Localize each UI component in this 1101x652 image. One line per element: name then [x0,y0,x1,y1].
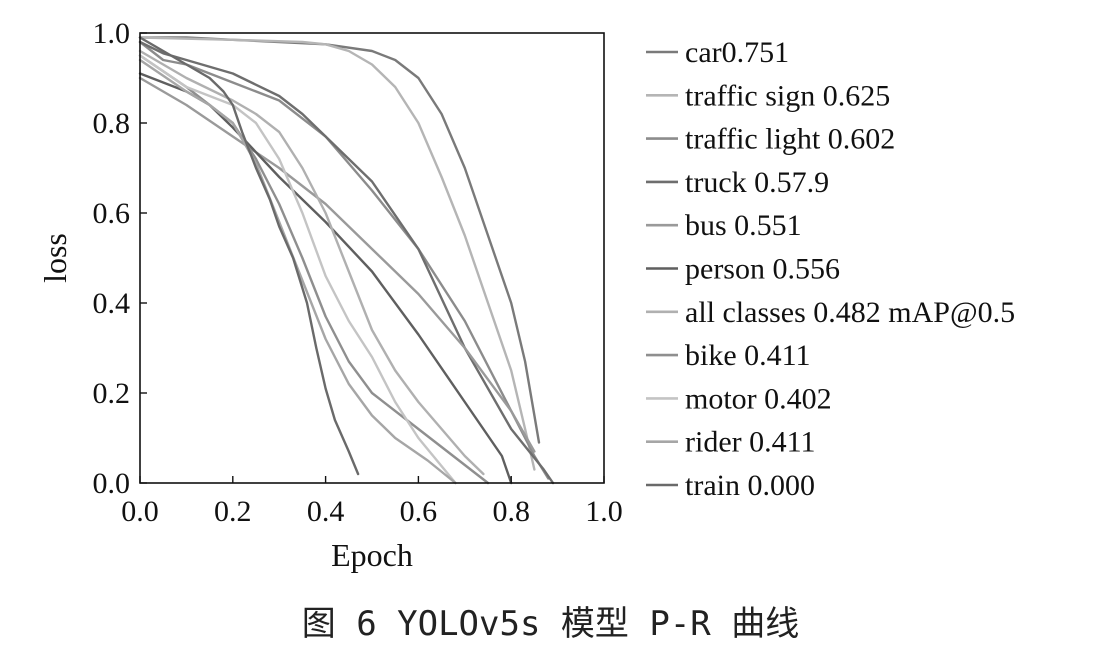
y-tick-label: 0.6 [93,197,131,230]
pr-chart: 0.0 0.2 0.4 0.6 0.8 1.0 0.0 0.2 0.4 0.6 0.8 1.0 car… [37,17,1015,573]
y-axis-title: loss [37,233,73,283]
legend-label: train 0.000 [685,469,815,502]
plot-area [138,36,555,485]
series-line-7 [138,49,485,476]
y-tick-label: 0.0 [93,467,131,500]
legend-label: bus 0.551 [685,209,802,242]
series-line-4 [138,40,555,485]
x-tick-label: 1.0 [585,495,623,528]
axes: 0.0 0.2 0.4 0.6 0.8 1.0 0.0 0.2 0.4 0.6 0.8 1.0 [93,17,623,528]
legend-label: traffic light 0.602 [685,123,895,156]
legend-label: traffic sign 0.625 [685,79,890,112]
series-line-11 [138,36,360,476]
legend-label: all classes 0.482 mAP@0.5 [685,296,1015,329]
x-tick-label: 0.8 [492,495,530,528]
y-tick-label: 0.4 [93,287,131,320]
legend: car0.751 traffic sign 0.625 traffic light … [646,36,1015,502]
plot-frame [139,32,605,484]
series-line-10 [138,58,457,485]
x-tick-label: 0.2 [214,495,252,528]
y-tick-label: 0.8 [93,107,131,140]
x-tick-label: 0.6 [400,495,438,528]
legend-label: rider 0.411 [685,426,816,459]
series-line-9 [138,54,457,485]
legend-label: motor 0.402 [685,382,832,415]
legend-label: person 0.556 [685,253,840,286]
legend-label: car0.751 [685,36,789,69]
series-line-8 [138,54,490,485]
x-tick-label: 0.4 [307,495,345,528]
legend-label: bike 0.411 [685,339,811,372]
y-tick-label: 1.0 [93,17,131,50]
x-axis-title: Epoch [331,537,413,573]
y-tick-label: 0.2 [93,377,131,410]
series-line-5 [138,76,536,453]
series-line-2 [138,36,536,471]
figure-caption: 图 6 YOLOv5s 模型 P-R 曲线 [301,604,800,644]
legend-label: truck 0.57.9 [685,166,829,199]
x-tick-label: 0.0 [121,495,159,528]
